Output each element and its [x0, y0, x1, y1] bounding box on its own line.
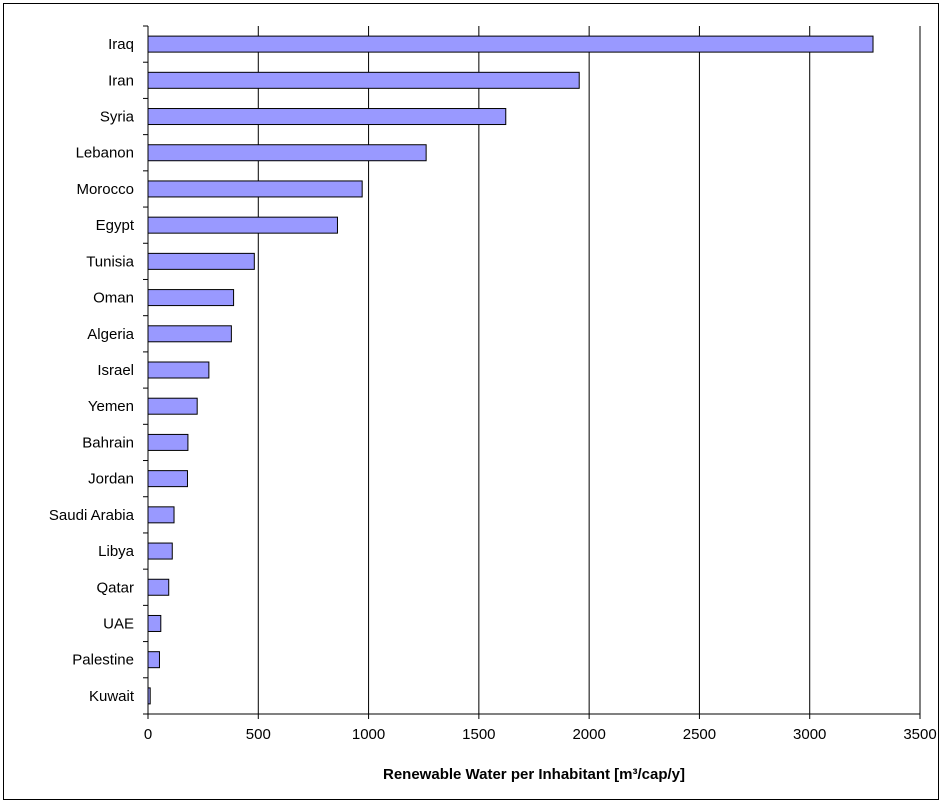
bar-israel	[147, 361, 210, 379]
category-label: Yemen	[88, 398, 134, 415]
bar-tunisia	[147, 252, 255, 270]
category-label: Bahrain	[82, 434, 134, 451]
bar-uae	[147, 614, 162, 632]
category-label: Morocco	[76, 181, 134, 198]
category-label: Oman	[93, 290, 134, 307]
x-tick-label: 2500	[683, 726, 716, 743]
category-label: Jordan	[88, 471, 134, 488]
category-label: Egypt	[96, 217, 135, 234]
category-label: Tunisia	[86, 253, 134, 270]
x-tick-label: 0	[144, 726, 152, 743]
axes	[143, 25, 921, 719]
bar-qatar	[147, 578, 170, 596]
bar-iran	[147, 71, 580, 89]
bar-oman	[147, 289, 235, 307]
bar-yemen	[147, 397, 198, 415]
x-axis-title: Renewable Water per Inhabitant [m³/cap/y…	[383, 766, 685, 783]
category-label: Palestine	[72, 652, 134, 669]
x-tick-label: 2000	[572, 726, 605, 743]
category-label: Kuwait	[89, 688, 135, 705]
bar-syria	[147, 108, 507, 126]
x-tick-label: 500	[246, 726, 271, 743]
bars	[147, 35, 874, 705]
category-label: Syria	[100, 109, 135, 126]
bar-saudi-arabia	[147, 506, 175, 524]
category-label: Israel	[97, 362, 134, 379]
bar-egypt	[147, 216, 338, 234]
x-tick-label: 3500	[903, 726, 936, 743]
x-tick-label: 1000	[352, 726, 385, 743]
x-tick-label: 3000	[793, 726, 826, 743]
bar-morocco	[147, 180, 363, 198]
gridlines	[257, 26, 921, 714]
labels: 0 500 1000 1500 2000 2500 3000 3500 Iraq Iran Syri…	[49, 36, 937, 743]
bar-lebanon	[147, 144, 427, 162]
category-label: Qatar	[96, 579, 134, 596]
bar-palestine	[147, 651, 160, 669]
category-label: UAE	[103, 615, 134, 632]
category-label: Iraq	[108, 36, 134, 53]
category-label: Saudi Arabia	[49, 507, 135, 524]
category-label: Lebanon	[76, 145, 134, 162]
x-tick-label: 1500	[462, 726, 495, 743]
category-label: Algeria	[87, 326, 134, 343]
bar-jordan	[147, 470, 188, 488]
bar-iraq	[147, 35, 874, 53]
bar-libya	[147, 542, 173, 560]
category-label: Libya	[98, 543, 135, 560]
bar-algeria	[147, 325, 232, 343]
bar-bahrain	[147, 433, 189, 451]
category-label: Iran	[108, 72, 134, 89]
